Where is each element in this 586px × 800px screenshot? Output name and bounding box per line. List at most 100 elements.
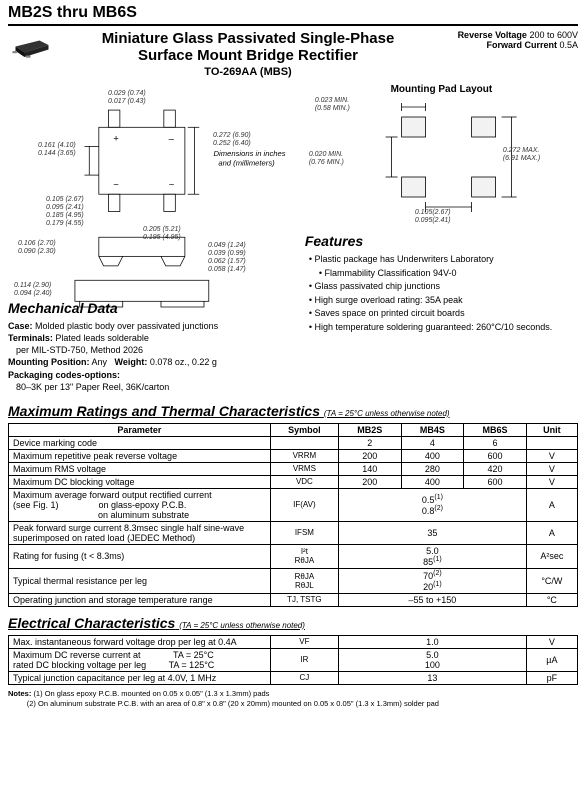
table-row: Device marking code246 <box>9 436 578 449</box>
ml-2: 0.020 MIN. <box>309 151 343 158</box>
mounting-pad-title: Mounting Pad Layout <box>305 84 578 95</box>
feature-item-cont: Flammability Classification 94V-0 <box>309 267 578 281</box>
max-note: (TA = 25°C unless otherwise noted) <box>324 409 450 418</box>
dim-14: 0.062 (1.57) <box>208 258 246 265</box>
fc-value: 0.5A <box>559 40 578 50</box>
mount-svg <box>305 97 578 227</box>
page: MB2S thru MB6S Miniature Glass Passivate… <box>0 0 586 716</box>
dim-11: 0.195 (4.95) <box>143 234 181 241</box>
case-label: Case: <box>8 321 33 331</box>
package-dimension-diagram: + – ~ ~ Dimensions in inches <box>8 84 295 314</box>
notes-label: Notes: <box>8 689 31 698</box>
footnotes: Notes: (1) On glass epoxy P.C.B. mounted… <box>8 689 578 709</box>
dim-9: 0.179 (4.55) <box>46 220 84 227</box>
pack-label: Packaging codes-options: <box>8 370 120 380</box>
pos-val: Any <box>92 357 108 367</box>
package-code: TO-269AA (MBS) <box>68 66 428 78</box>
chip-illustration <box>8 30 68 60</box>
features-heading: Features <box>305 233 578 249</box>
col-sym: Symbol <box>270 423 338 436</box>
dim-10: 0.205 (5.21) <box>143 226 181 233</box>
svg-text:–: – <box>168 134 175 145</box>
note-1: (1) On glass epoxy P.C.B. mounted on 0.0… <box>33 689 269 698</box>
case-val: Molded plastic body over passivated junc… <box>35 321 218 331</box>
table-row: Peak forward surge current 8.3msec singl… <box>9 521 578 544</box>
col-param: Parameter <box>9 423 271 436</box>
elec-note: (TA = 25°C unless otherwise noted) <box>179 621 305 630</box>
dim-16: 0.106 (2.70) <box>18 240 56 247</box>
table-row: Typical thermal resistance per legRθJARθ… <box>9 568 578 593</box>
ml-5: (6.91 MAX.) <box>503 155 540 162</box>
dim-note2: and (millimeters) <box>218 159 275 168</box>
term-val: Plated leads solderable <box>55 333 149 343</box>
dim-note: Dimensions in inches <box>214 149 286 158</box>
page-header: MB2S thru MB6S <box>8 4 578 22</box>
ratings-summary: Reverse Voltage 200 to 600V Forward Curr… <box>428 30 578 50</box>
dim-13: 0.039 (0.99) <box>208 250 246 257</box>
dim-4: 0.272 (6.90) <box>213 132 251 139</box>
table-row: Maximum RMS voltageVRMS140280420V <box>9 462 578 475</box>
title-line1: Miniature Glass Passivated Single-Phase <box>68 30 428 47</box>
feature-item: High temperature soldering guaranteed: 2… <box>309 321 578 335</box>
table-row: Maximum repetitive peak reverse voltageV… <box>9 449 578 462</box>
ml-3: (0.76 MIN.) <box>309 159 344 166</box>
diagrams-row: + – ~ ~ Dimensions in inches <box>8 84 578 334</box>
svg-text:~: ~ <box>113 180 119 191</box>
svg-text:~: ~ <box>169 180 175 191</box>
feature-item: Glass passivated chip junctions <box>309 280 578 294</box>
fc-label: Forward Current <box>486 40 557 50</box>
col-mb6s: MB6S <box>464 423 527 436</box>
pack-val: 80–3K per 13" Paper Reel, 36K/carton <box>8 381 288 393</box>
ml-7: 0.095(2.41) <box>415 217 451 224</box>
dim-18: 0.114 (2.90) <box>14 282 51 289</box>
dim-19: 0.094 (2.40) <box>14 290 52 297</box>
title-line2: Surface Mount Bridge Rectifier <box>68 47 428 64</box>
table-row: Maximum DC reverse current at TA = 25°Cr… <box>9 648 578 671</box>
col-unit: Unit <box>526 423 577 436</box>
table-row: Max. instantaneous forward voltage drop … <box>9 635 578 648</box>
dim-17: 0.090 (2.30) <box>18 248 56 255</box>
feature-item: Plastic package has Underwriters Laborat… <box>309 253 578 267</box>
pos-label: Mounting Position: <box>8 357 89 367</box>
max-ratings-heading: Maximum Ratings and Thermal Characterist… <box>8 403 578 419</box>
wt-val: 0.078 oz., 0.22 g <box>150 357 217 367</box>
elec-heading: Electrical Characteristics (TA = 25°C un… <box>8 615 578 631</box>
ml-4: 0.272 MAX. <box>503 147 540 154</box>
col-mb4s: MB4S <box>401 423 464 436</box>
dim-0: 0.029 (0.74) <box>108 90 146 97</box>
table-row: Typical junction capacitance per leg at … <box>9 671 578 684</box>
dim-7: 0.095 (2.41) <box>46 204 84 211</box>
rv-label: Reverse Voltage <box>458 30 527 40</box>
package-icon <box>8 30 56 60</box>
header-rule <box>8 24 578 26</box>
wt-label: Weight: <box>115 357 148 367</box>
feature-item: High surge overload rating: 35A peak <box>309 294 578 308</box>
features-list: Plastic package has Underwriters Laborat… <box>305 253 578 334</box>
table-row: Maximum average forward output rectified… <box>9 488 578 521</box>
table-row: Maximum DC blocking voltageVDC200400600V <box>9 475 578 488</box>
elec-table: Max. instantaneous forward voltage drop … <box>8 635 578 685</box>
mounting-pad-diagram: 0.023 MIN. (0.58 MIN.) 0.020 MIN. (0.76 … <box>305 97 578 227</box>
rv-value: 200 to 600V <box>529 30 578 40</box>
max-ratings-table: Parameter Symbol MB2S MB4S MB6S Unit Dev… <box>8 423 578 607</box>
title-row: Miniature Glass Passivated Single-Phase … <box>8 30 578 78</box>
table-row: Rating for fusing (t < 8.3ms)I²tRθJA5.08… <box>9 544 578 568</box>
dim-2: 0.161 (4.10) <box>38 142 76 149</box>
svg-text:+: + <box>113 134 119 145</box>
dim-15: 0.058 (1.47) <box>208 266 246 273</box>
note-2: (2) On aluminum substrate P.C.B. with an… <box>27 699 439 708</box>
ml-1: (0.58 MIN.) <box>315 105 350 112</box>
ml-0: 0.023 MIN. <box>315 97 349 104</box>
dim-1: 0.017 (0.43) <box>108 98 146 105</box>
feature-item: Saves space on printed circuit boards <box>309 307 578 321</box>
dim-6: 0.105 (2.67) <box>46 196 84 203</box>
col-mb2s: MB2S <box>339 423 402 436</box>
dim-3: 0.144 (3.65) <box>38 150 76 157</box>
dim-12: 0.049 (1.24) <box>208 242 246 249</box>
term-label: Terminals: <box>8 333 53 343</box>
dim-5: 0.252 (6.40) <box>213 140 251 147</box>
table-row: Operating junction and storage temperatu… <box>9 593 578 606</box>
term-val2: per MIL-STD-750, Method 2026 <box>8 344 288 356</box>
ml-6: 0.105(2.67) <box>415 209 451 216</box>
dim-8: 0.185 (4.95) <box>46 212 84 219</box>
